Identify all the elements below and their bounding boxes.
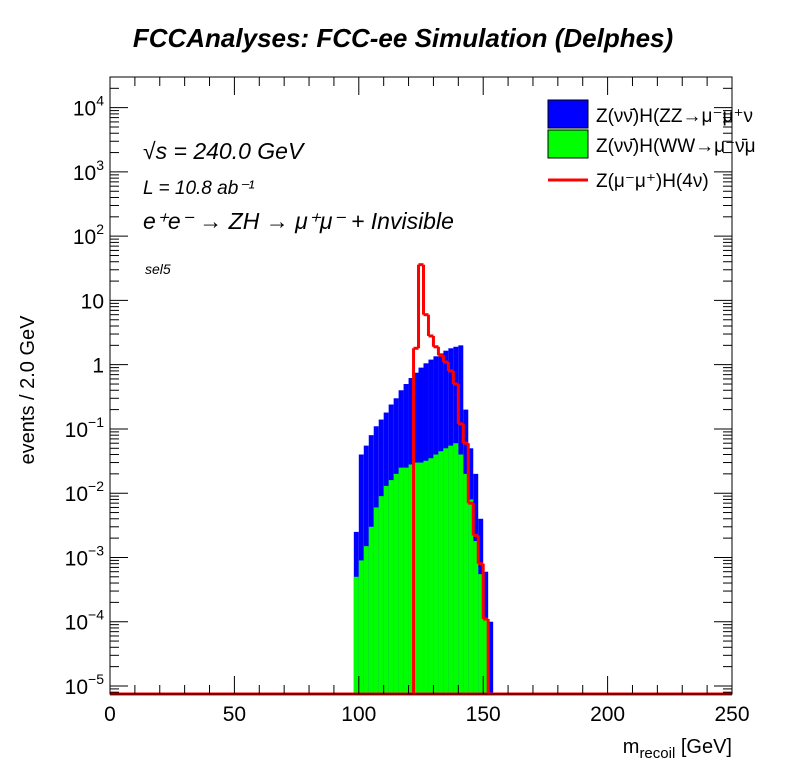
- hist-bin-ww: [408, 464, 414, 694]
- legend-entry: Z(νν̄)H(WW→μ⁻ν̄μ: [547, 129, 756, 159]
- plot-area: 0 50 100 150 200 250 10−510−410−310−210−11101…: [65, 76, 750, 726]
- y-tick-label: 10−4: [65, 607, 105, 635]
- hist-bin-ww: [363, 546, 369, 694]
- y-axis-label: events / 2.0 GeV: [17, 315, 39, 465]
- y-tick-label: 104: [73, 93, 104, 121]
- hist-bin-ww: [413, 462, 419, 694]
- legend-label: Z(νν̄)H(ZZ→μ⁻μ⁺ν: [596, 106, 753, 127]
- filled-histograms: [353, 345, 494, 694]
- line-bin: [431, 335, 439, 349]
- hist-bin-ww: [353, 576, 359, 694]
- legend-entry: Z(νν̄)H(ZZ→μ⁻μ⁺ν: [547, 99, 753, 129]
- hist-bin-ww: [468, 499, 474, 694]
- hist-bin-ww: [388, 480, 394, 694]
- legend-swatch: [547, 129, 589, 159]
- hist-bin-ww: [423, 460, 429, 694]
- hist-bin-ww: [458, 454, 464, 694]
- annotations: √s = 240.0 GeV L = 10.8 ab⁻¹ e⁺e⁻ → ZH →…: [143, 138, 454, 277]
- legend: Z(νν̄)H(ZZ→μ⁻μ⁺ν Z(νν̄)H(WW→μ⁻ν̄μ Z(μ⁻μ⁺)H…: [547, 99, 756, 192]
- x-tick-label: 200: [590, 703, 625, 726]
- hist-bin-ww: [478, 574, 484, 694]
- hist-bin-ww: [373, 507, 379, 694]
- hist-bin-ww: [428, 458, 434, 694]
- hist-bin-ww: [443, 448, 449, 694]
- x-tick-label: 0: [104, 703, 116, 726]
- hist-bin-ww: [463, 473, 469, 694]
- y-tick-label: 10−2: [65, 478, 105, 506]
- hist-bin-ww: [368, 526, 374, 694]
- y-tick-label: 10−5: [65, 671, 105, 699]
- line-bin: [421, 264, 429, 317]
- legend-label: Z(μ⁻μ⁺)H(4ν): [596, 171, 709, 192]
- x-axis-ticks: 0 50 100 150 200 250: [104, 77, 750, 726]
- x-tick-label: 50: [223, 703, 246, 726]
- x-tick-label: 100: [341, 703, 376, 726]
- annotation-sqrt-s: √s = 240.0 GeV: [143, 138, 306, 164]
- y-axis-ticks: 10−5 10−4 10−3 10−2 10−1 1 10 102 103 104: [65, 76, 732, 699]
- y-tick-label: 102: [73, 221, 104, 249]
- hist-bin-ww: [358, 560, 364, 694]
- hist-bin-ww: [448, 445, 454, 694]
- y-tick-label: 10−3: [65, 542, 105, 570]
- x-tick-label: 250: [714, 703, 749, 726]
- hist-bin-ww: [483, 619, 489, 694]
- annotation-selection: sel5: [145, 261, 171, 277]
- line-bin: [436, 346, 444, 357]
- y-tick-label: 10: [81, 290, 104, 313]
- legend-entry: Z(μ⁻μ⁺)H(4ν): [548, 171, 709, 192]
- y-tick-label: 10−1: [65, 414, 105, 442]
- hist-bin-ww: [383, 485, 389, 694]
- hist-bin-ww: [403, 467, 409, 694]
- y-tick-label: 1: [92, 355, 104, 378]
- hist-bin-ww: [433, 454, 439, 694]
- plot-frame: [109, 76, 733, 695]
- chart-title: FCCAnalyses: FCC-ee Simulation (Delphes): [133, 23, 673, 53]
- annotation-luminosity: L = 10.8 ab⁻¹: [143, 178, 255, 199]
- legend-swatch: [547, 99, 589, 129]
- x-axis-label: mrecoil [GeV]: [623, 736, 732, 762]
- hist-bin-ww: [378, 496, 384, 694]
- hist-bin-ww: [393, 473, 399, 694]
- annotation-process: e⁺e⁻ → ZH → μ⁺μ⁻ + Invisible: [143, 208, 454, 234]
- line-bin: [426, 314, 434, 338]
- hist-bin-ww: [398, 467, 404, 694]
- hist-bin-ww: [473, 541, 479, 694]
- hist-bin-zz: [488, 621, 494, 694]
- hist-bin-ww: [438, 451, 444, 694]
- hist-bin-ww: [453, 443, 459, 694]
- y-tick-label: 103: [73, 157, 104, 185]
- legend-label: Z(νν̄)H(WW→μ⁻ν̄μ: [596, 136, 756, 157]
- hist-bin-ww: [418, 462, 424, 694]
- x-tick-label: 150: [466, 703, 501, 726]
